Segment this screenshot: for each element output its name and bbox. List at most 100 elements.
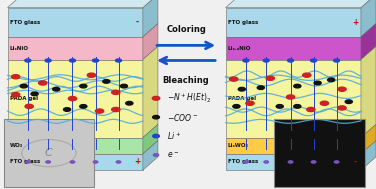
Circle shape (243, 59, 249, 62)
Circle shape (327, 78, 335, 82)
Circle shape (257, 86, 264, 89)
Bar (226, 37, 361, 60)
Text: FTO glass: FTO glass (10, 160, 40, 164)
Circle shape (120, 84, 127, 88)
Circle shape (288, 161, 293, 163)
Polygon shape (143, 46, 158, 138)
Text: LiₓNiO: LiₓNiO (10, 46, 29, 51)
Polygon shape (361, 124, 376, 154)
Circle shape (334, 161, 339, 163)
Text: Liₓ.ₓNiO: Liₓ.ₓNiO (228, 46, 251, 51)
Circle shape (70, 161, 75, 163)
Circle shape (39, 81, 47, 85)
Circle shape (31, 92, 38, 96)
Bar (226, 8, 361, 37)
Circle shape (80, 84, 87, 88)
Bar (4, 119, 94, 187)
Circle shape (12, 75, 20, 79)
Circle shape (303, 73, 311, 77)
Text: +: + (352, 18, 358, 27)
Circle shape (153, 154, 159, 156)
Circle shape (233, 105, 240, 108)
Circle shape (264, 161, 268, 163)
Text: PADA gel: PADA gel (228, 96, 256, 101)
Text: $-COO^-$: $-COO^-$ (167, 112, 198, 123)
Text: WO₃: WO₃ (10, 143, 23, 148)
Circle shape (126, 101, 133, 105)
Polygon shape (361, 24, 376, 60)
Circle shape (53, 88, 60, 91)
Circle shape (311, 161, 316, 163)
Circle shape (338, 106, 346, 110)
Circle shape (68, 97, 77, 101)
Circle shape (116, 161, 121, 163)
Text: -: - (136, 18, 139, 27)
Circle shape (307, 107, 315, 112)
Circle shape (25, 59, 31, 62)
Bar (8, 37, 143, 60)
Circle shape (112, 90, 120, 94)
Circle shape (314, 81, 321, 85)
Circle shape (45, 59, 51, 62)
Circle shape (238, 88, 246, 91)
Circle shape (244, 161, 248, 163)
Bar (226, 138, 361, 154)
Polygon shape (143, 24, 158, 60)
Polygon shape (361, 0, 376, 37)
Text: Coloring: Coloring (166, 25, 206, 34)
Bar (226, 154, 361, 170)
Circle shape (46, 161, 50, 163)
Circle shape (93, 161, 98, 163)
Circle shape (112, 107, 120, 112)
Bar (226, 60, 361, 138)
Circle shape (12, 93, 20, 97)
Circle shape (96, 109, 104, 113)
Bar (8, 60, 143, 138)
Text: $-N^+H(Et)_2$: $-N^+H(Et)_2$ (167, 92, 211, 105)
Circle shape (64, 108, 71, 111)
Circle shape (25, 104, 33, 108)
Circle shape (345, 100, 352, 104)
Polygon shape (361, 141, 376, 170)
Circle shape (287, 95, 295, 99)
Circle shape (103, 80, 110, 83)
Text: -: - (354, 157, 357, 167)
Circle shape (334, 59, 340, 62)
Polygon shape (8, 0, 158, 8)
Polygon shape (361, 46, 376, 138)
Circle shape (153, 134, 159, 138)
Circle shape (288, 59, 294, 62)
Circle shape (80, 105, 87, 108)
Circle shape (294, 84, 301, 88)
Circle shape (320, 101, 329, 105)
Circle shape (70, 59, 76, 62)
Circle shape (26, 161, 30, 163)
Circle shape (20, 84, 27, 88)
Circle shape (294, 105, 301, 108)
Bar (8, 154, 143, 170)
Circle shape (338, 87, 346, 91)
Circle shape (246, 101, 254, 105)
Polygon shape (143, 141, 158, 170)
Circle shape (153, 115, 159, 119)
Text: $e^-$: $e^-$ (167, 150, 179, 160)
Circle shape (115, 59, 121, 62)
Text: LiₓWO₃: LiₓWO₃ (228, 143, 249, 148)
Circle shape (266, 76, 274, 80)
Text: +: + (134, 157, 140, 167)
Text: FTO glass: FTO glass (10, 20, 40, 25)
Bar (274, 119, 365, 187)
Circle shape (276, 105, 284, 108)
Bar (8, 8, 143, 37)
Text: Bleaching: Bleaching (163, 76, 209, 85)
Circle shape (263, 59, 269, 62)
Circle shape (230, 77, 238, 81)
Polygon shape (143, 124, 158, 154)
Circle shape (92, 59, 99, 62)
Circle shape (87, 73, 96, 77)
Text: FTO glass: FTO glass (228, 160, 258, 164)
Circle shape (311, 59, 317, 62)
Polygon shape (143, 0, 158, 37)
Text: FTO glass: FTO glass (228, 20, 258, 25)
Polygon shape (226, 0, 376, 8)
